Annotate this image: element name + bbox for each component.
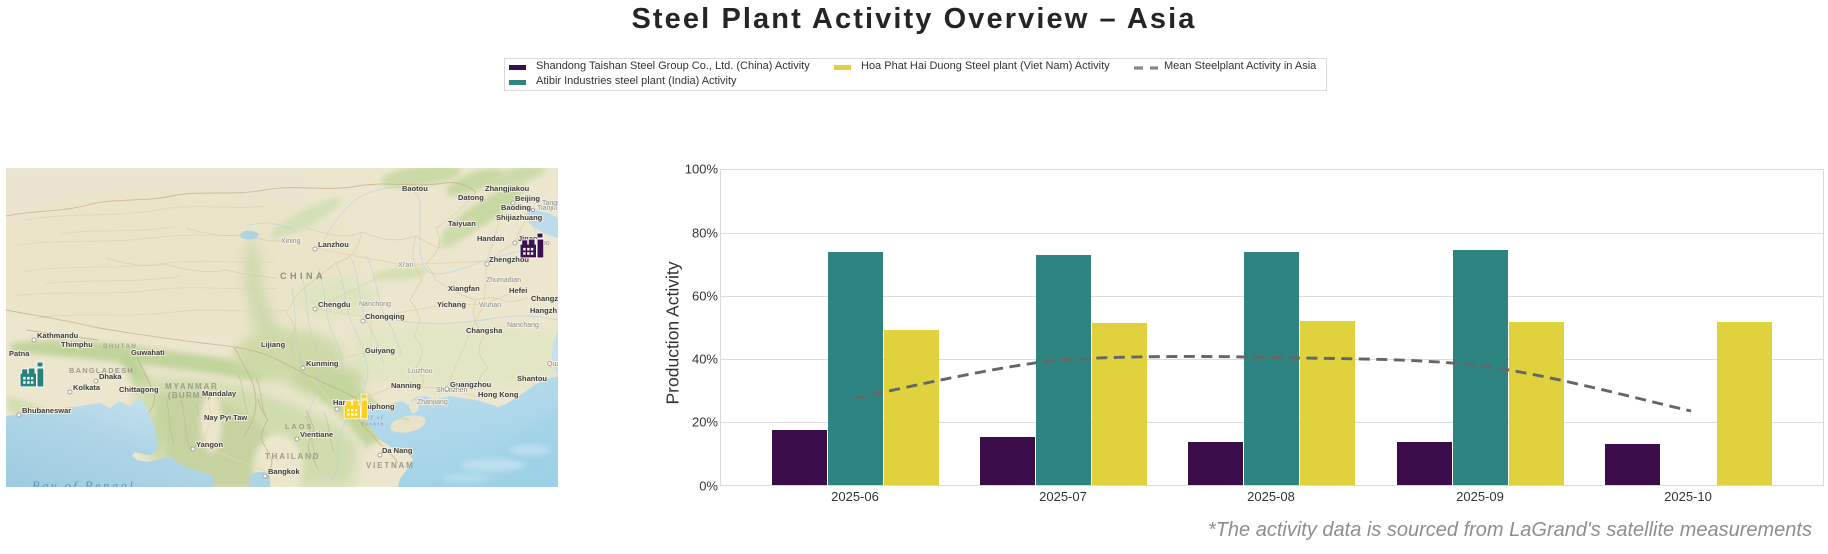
svg-text:Vientiane: Vientiane (300, 430, 333, 439)
svg-text:Liuzhou: Liuzhou (408, 368, 433, 375)
svg-text:BHUTAN: BHUTAN (103, 343, 137, 350)
svg-text:Yangon: Yangon (196, 440, 224, 449)
svg-text:Mandalay: Mandalay (202, 389, 237, 398)
svg-text:VIETNAM: VIETNAM (366, 461, 415, 470)
svg-text:Hong Kong: Hong Kong (478, 390, 519, 399)
svg-text:Chittagong: Chittagong (119, 385, 159, 394)
svg-text:Guiyang: Guiyang (365, 346, 395, 355)
svg-text:Zhengzhou: Zhengzhou (489, 255, 529, 264)
svg-text:Da Nang: Da Nang (382, 446, 413, 455)
svg-text:Quanz: Quanz (547, 361, 558, 368)
svg-text:Kunming: Kunming (306, 359, 339, 368)
svg-text:Datong: Datong (458, 193, 484, 202)
svg-text:Zhangjiakou: Zhangjiakou (485, 184, 530, 193)
svg-text:Hangzh: Hangzh (530, 306, 558, 315)
svg-text:Guangzhou: Guangzhou (450, 380, 492, 389)
svg-text:THAILAND: THAILAND (265, 452, 320, 461)
svg-text:Lanzhou: Lanzhou (318, 240, 349, 249)
svg-text:Kathmandu: Kathmandu (37, 331, 79, 340)
svg-text:Bay of Bengal: Bay of Bengal (32, 479, 135, 487)
svg-text:Bhubaneswar: Bhubaneswar (22, 406, 71, 415)
svg-text:Guwahati: Guwahati (131, 348, 165, 357)
svg-text:Shijiazhuang: Shijiazhuang (496, 213, 543, 222)
svg-text:Nanchong: Nanchong (359, 301, 391, 308)
svg-text:Xining: Xining (281, 238, 301, 245)
svg-text:Lijiang: Lijiang (261, 340, 286, 349)
svg-text:BANGLADESH: BANGLADESH (69, 366, 134, 375)
svg-text:Nay Pyi Taw: Nay Pyi Taw (204, 413, 247, 422)
svg-text:Haiphong: Haiphong (360, 402, 395, 411)
svg-text:Tangshan: Tangshan (542, 200, 558, 207)
svg-text:(BURMA): (BURMA) (168, 391, 212, 400)
svg-text:MYANMAR: MYANMAR (165, 382, 219, 391)
svg-text:Changz: Changz (531, 294, 558, 303)
svg-text:Shantou: Shantou (517, 374, 547, 383)
svg-text:Nanning: Nanning (391, 381, 421, 390)
svg-text:Handan: Handan (477, 234, 505, 243)
svg-text:Tonkin: Tonkin (361, 422, 385, 428)
svg-text:Zhanjiang: Zhanjiang (417, 399, 448, 406)
svg-text:Baotou: Baotou (402, 184, 428, 193)
svg-text:CHINA: CHINA (280, 271, 326, 281)
svg-text:Taiyuan: Taiyuan (448, 219, 476, 228)
svg-text:Gulf of: Gulf of (358, 414, 384, 421)
svg-text:Chongqing: Chongqing (365, 312, 405, 321)
svg-text:Bangkok: Bangkok (268, 467, 301, 476)
svg-text:Beijing: Beijing (515, 194, 540, 203)
svg-text:Chengdu: Chengdu (318, 300, 351, 309)
svg-text:Hanoi: Hanoi (333, 398, 354, 407)
svg-text:Thimphu: Thimphu (61, 340, 93, 349)
svg-text:Wuhan: Wuhan (479, 302, 501, 309)
svg-text:Baoding: Baoding (501, 203, 531, 212)
svg-text:Patna: Patna (9, 349, 30, 358)
svg-text:Kolkata: Kolkata (73, 383, 101, 392)
svg-text:Xi'an: Xi'an (398, 262, 413, 269)
svg-text:Tianjin: Tianjin (537, 205, 557, 212)
svg-text:Changsha: Changsha (466, 326, 503, 335)
svg-text:Nanchang: Nanchang (507, 322, 539, 329)
svg-text:Dhaka: Dhaka (99, 372, 122, 381)
svg-text:LAOS: LAOS (285, 422, 313, 431)
svg-text:Xiangfan: Xiangfan (448, 284, 480, 293)
svg-text:Hefei: Hefei (509, 286, 527, 295)
svg-text:Jinan: Jinan (518, 234, 538, 243)
svg-text:Yichang: Yichang (437, 300, 466, 309)
svg-text:Shenzhen: Shenzhen (436, 387, 468, 394)
svg-text:Zhumadian: Zhumadian (486, 277, 521, 284)
